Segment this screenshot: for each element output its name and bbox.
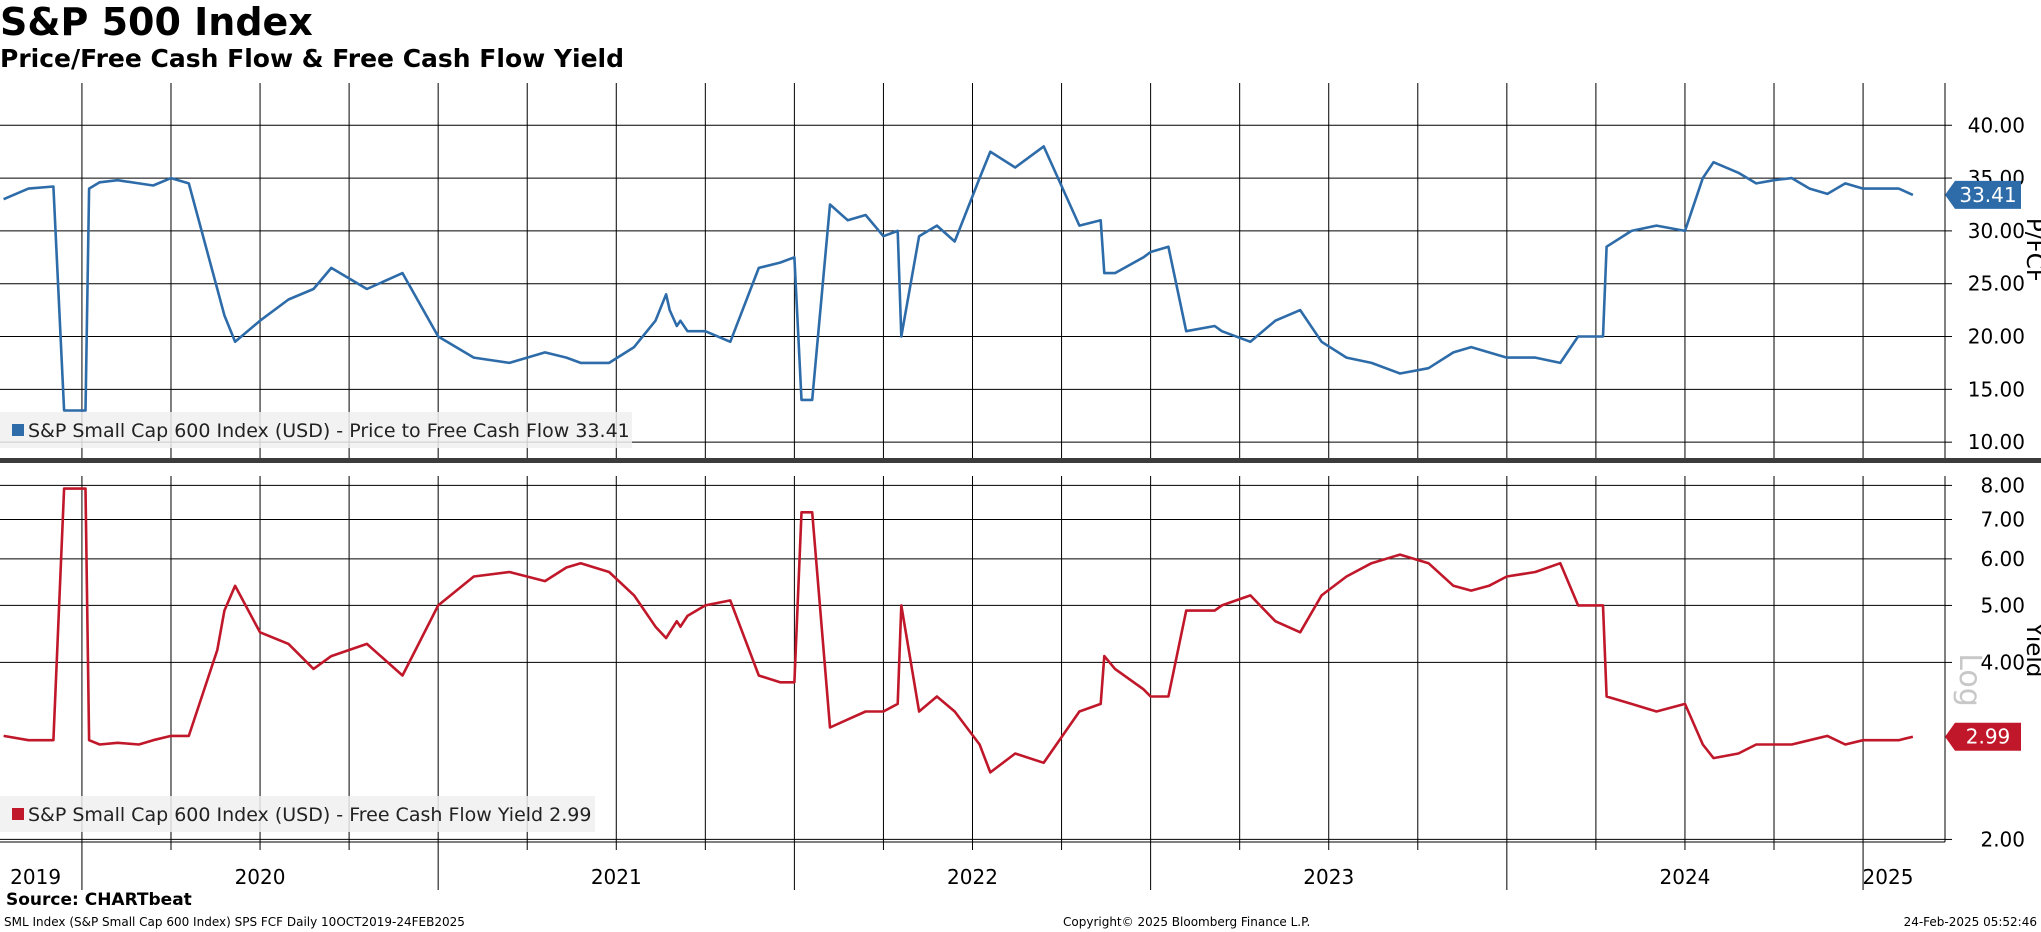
- y-axis-label: P/FCF: [2021, 218, 2041, 282]
- legend-swatch: [12, 424, 24, 436]
- y-axis-label: Yield: [2021, 622, 2041, 678]
- source-note: Source: CHARTbeat: [6, 890, 192, 910]
- x-tick-label: 2025: [1863, 865, 1914, 889]
- y-tick-label: 40.00: [1968, 113, 2025, 137]
- legend-box: [0, 796, 595, 832]
- series-line-yield: [3, 487, 1914, 774]
- x-tick-label: 2019: [10, 865, 61, 889]
- legend-box: [0, 412, 632, 448]
- legend-label: S&P Small Cap 600 Index (USD) - Free Cas…: [28, 804, 591, 826]
- legend-label: S&P Small Cap 600 Index (USD) - Price to…: [28, 420, 630, 442]
- series-line-pfcf: [3, 145, 1914, 412]
- x-tick-label: 2023: [1303, 865, 1354, 889]
- last-value-label: 33.41: [1959, 183, 2016, 207]
- legend-swatch: [12, 808, 24, 820]
- y-tick-label: 5.00: [1980, 593, 2025, 617]
- y-tick-label: 30.00: [1968, 219, 2025, 243]
- y-tick-label: 25.00: [1968, 272, 2025, 296]
- last-value-badge: [1955, 180, 2021, 209]
- y-tick-label: 20.00: [1968, 325, 2025, 349]
- y-tick-label: 2.00: [1980, 827, 2025, 851]
- chart-title: S&P 500 Index: [0, 0, 313, 44]
- footer-ticker-info: SML Index (S&P Small Cap 600 Index) SPS …: [4, 915, 465, 929]
- last-value-pointer: [1945, 180, 1955, 209]
- y-tick-label: 10.00: [1968, 430, 2025, 454]
- x-tick-label: 2022: [947, 865, 998, 889]
- x-tick-label: 2024: [1660, 865, 1711, 889]
- last-value-pointer: [1945, 722, 1955, 751]
- last-value-label: 2.99: [1966, 725, 2011, 749]
- footer-timestamp: 24-Feb-2025 05:52:46: [1903, 915, 2037, 929]
- y-tick-label: 6.00: [1980, 547, 2025, 571]
- panel-divider: [0, 458, 2041, 463]
- chart-subtitle: Price/Free Cash Flow & Free Cash Flow Yi…: [0, 44, 625, 73]
- x-tick-label: 2020: [235, 865, 286, 889]
- log-scale-indicator: Log: [1952, 653, 1987, 707]
- x-tick-label: 2021: [591, 865, 642, 889]
- last-value-badge: [1955, 722, 2021, 751]
- y-tick-label: 15.00: [1968, 377, 2025, 401]
- y-tick-label: 8.00: [1980, 473, 2025, 497]
- y-tick-label: 7.00: [1980, 508, 2025, 532]
- y-tick-label: 4.00: [1980, 650, 2025, 674]
- footer-copyright: Copyright© 2025 Bloomberg Finance L.P.: [1063, 915, 1311, 929]
